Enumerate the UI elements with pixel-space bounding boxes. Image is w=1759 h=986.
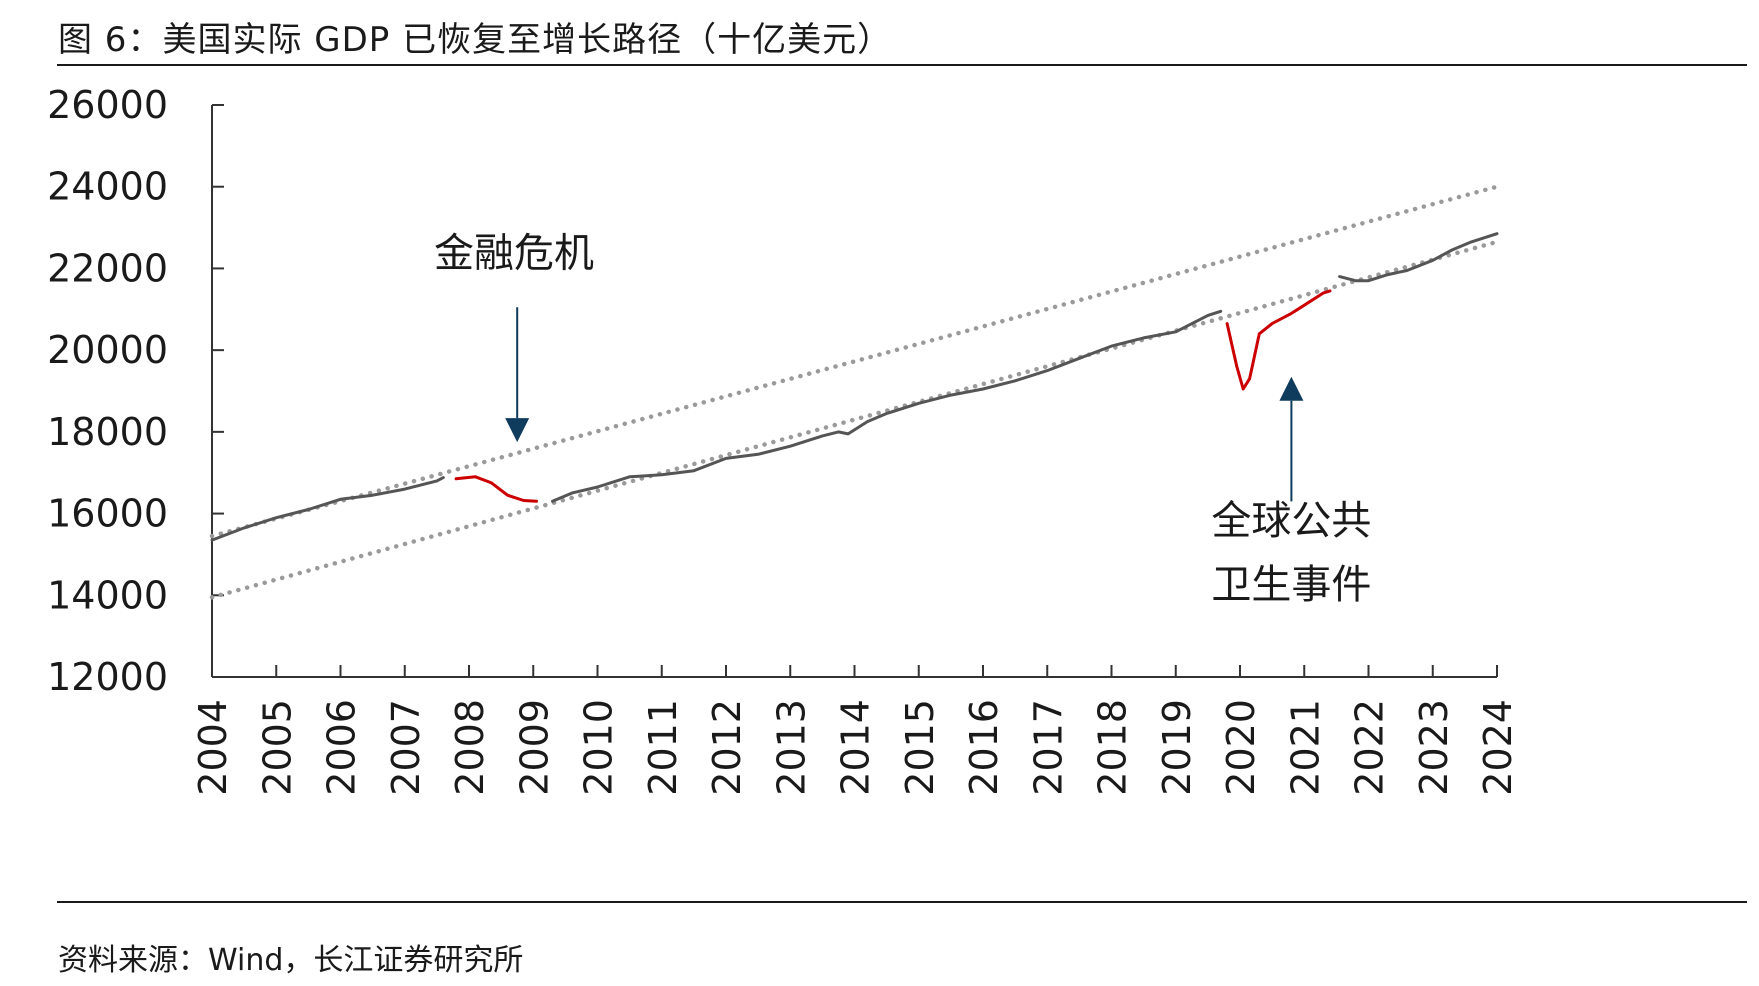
gdp-line (210, 476, 445, 542)
x-tick-label: 2023 (1412, 699, 1456, 796)
x-tick-label: 2006 (320, 699, 364, 796)
annotation-label: 卫生事件 (1211, 562, 1371, 608)
annotation-label: 全球公共 (1211, 498, 1371, 544)
y-tick-label: 24000 (47, 165, 168, 209)
x-tick-label: 2020 (1219, 699, 1263, 796)
x-tick-label: 2016 (962, 699, 1006, 796)
y-axis: 12000 14000 16000 18000 20000 22000 24000 26000 (47, 83, 224, 699)
source-note: 资料来源：Wind，长江证券研究所 (58, 943, 524, 978)
x-tick-label: 2011 (641, 699, 685, 796)
gdp-line-crisis (454, 475, 538, 503)
annotation-arrowhead (505, 418, 530, 443)
x-tick-label: 2015 (898, 699, 942, 796)
y-tick-label: 18000 (47, 410, 168, 454)
x-tick-label: 2019 (1155, 699, 1199, 796)
y-tick-label: 16000 (47, 492, 168, 536)
x-tick-label: 2004 (191, 699, 235, 796)
y-tick-label: 20000 (47, 328, 168, 372)
y-tick-label: 14000 (47, 573, 168, 617)
x-tick-label: 2022 (1348, 699, 1392, 796)
trend-line (209, 239, 1500, 600)
x-tick-label: 2008 (448, 699, 492, 796)
x-tick-label: 2007 (384, 699, 428, 796)
gdp-line (1338, 232, 1499, 283)
top-rule (57, 64, 1747, 66)
x-tick-label: 2024 (1476, 699, 1520, 796)
x-tick-label: 2013 (769, 699, 813, 796)
trend-line (209, 184, 1500, 539)
annotation-arrowhead (1279, 376, 1304, 401)
x-tick-label: 2012 (705, 699, 749, 796)
x-tick-label: 2018 (1091, 699, 1135, 796)
x-tick-label: 2021 (1283, 699, 1327, 796)
trend-lines (209, 184, 1500, 600)
x-tick-label: 2009 (512, 699, 556, 796)
gdp-series (210, 232, 1499, 542)
x-tick-label: 2014 (834, 699, 878, 796)
x-tick-label: 2005 (255, 699, 299, 796)
y-tick-label: 26000 (47, 83, 168, 127)
gdp-line-crisis (1225, 289, 1332, 391)
gdp-line (551, 309, 1223, 503)
gdp-line-chart: 12000 14000 16000 18000 20000 22000 24000 26000… (47, 83, 1520, 796)
x-tick-label: 2017 (1026, 699, 1070, 796)
x-tick-label: 2010 (577, 699, 621, 796)
figure-title: 图 6：美国实际 GDP 已恢复至增长路径（十亿美元） (58, 20, 893, 60)
bottom-rule (57, 901, 1747, 903)
x-axis: 2004 2005 2006 2007 2008 2009 2010 2011 2012 2013… (191, 665, 1520, 796)
y-tick-label: 22000 (47, 246, 168, 290)
y-tick-label: 12000 (47, 655, 168, 699)
annotation-label: 金融危机 (434, 230, 594, 276)
